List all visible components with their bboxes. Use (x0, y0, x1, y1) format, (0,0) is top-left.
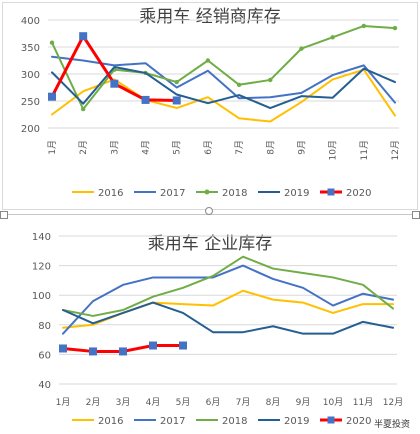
data-point-2020 (179, 341, 187, 350)
data-point-2020 (110, 79, 119, 88)
y-tick-label: 120 (32, 262, 51, 273)
legend-label-2016: 2016 (98, 416, 123, 427)
enterprise-inventory-chart: 乘用车 企业库存 40 60 80 100 120 140 1月 2月 3月 4月 5月 6月 7月 8月 9… (32, 232, 403, 427)
data-point-2020 (172, 96, 181, 105)
data-point-2018 (174, 79, 179, 85)
data-point-2018 (392, 25, 398, 31)
legend-label-2016: 2016 (98, 188, 123, 199)
resize-handle-left[interactable] (0, 211, 8, 219)
legend-label-2018: 2018 (222, 416, 247, 427)
data-point-2020 (48, 92, 56, 101)
x-tick-label: 6月 (203, 140, 214, 155)
chart-panel-dealer-inventory: 乘用车 经销商库存 200 250 300 350 400 1月 2月 3月 4月 5月 6月 7月 8月… (0, 0, 420, 212)
x-tick-label: 2月 (86, 397, 101, 408)
x-tick-label: 5月 (172, 140, 183, 155)
legend-marker-2020 (327, 188, 335, 196)
data-point-2018 (268, 77, 273, 83)
data-point-2020 (119, 347, 127, 356)
legend-label-2018: 2018 (222, 188, 247, 199)
resize-handle-right[interactable] (412, 211, 420, 219)
x-tick-label: 3月 (116, 397, 131, 408)
x-tick-label: 8月 (266, 397, 281, 408)
y-tick-label: 300 (21, 70, 40, 81)
x-tick-label: 7月 (234, 140, 245, 155)
legend-label-2020: 2020 (346, 188, 371, 199)
y-tick-label: 400 (21, 16, 40, 27)
x-tick-label: 10月 (323, 397, 343, 408)
chart-title: 乘用车 企业库存 (148, 234, 272, 254)
x-tick-label: 12月 (390, 140, 401, 160)
y-tick-label: 200 (21, 124, 40, 135)
data-point-2018 (299, 46, 304, 51)
x-tick-label: 1月 (56, 397, 71, 408)
series-line-2016 (62, 289, 394, 329)
x-tick-label: 4月 (146, 397, 161, 408)
x-tick-label: 11月 (353, 397, 373, 408)
x-tick-label: 4月 (141, 140, 152, 155)
data-point-2020 (149, 341, 157, 350)
legend-marker-2018 (204, 189, 210, 195)
y-tick-label: 100 (32, 291, 51, 302)
x-tick-label: 7月 (236, 397, 251, 408)
legend-label-2019: 2019 (284, 188, 309, 199)
x-tick-label: 9月 (296, 140, 307, 155)
x-tick-label: 3月 (109, 140, 120, 155)
series-line-2017 (62, 264, 394, 335)
x-tick-label: 8月 (265, 140, 276, 155)
chart-panel-enterprise-inventory: 乘用车 企业库存 40 60 80 100 120 140 1月 2月 3月 4月 5月 6月 7月 8月 9… (0, 214, 420, 434)
y-tick-label: 250 (21, 97, 40, 108)
data-point-2018 (330, 35, 335, 40)
x-tick-label: 2月 (78, 140, 89, 155)
legend-label-2017: 2017 (160, 188, 185, 199)
x-tick-label: 11月 (359, 140, 370, 160)
x-tick-label: 10月 (328, 140, 339, 160)
legend-label-2020: 2020 (346, 416, 371, 427)
series-line-2018 (62, 255, 394, 317)
data-point-2018 (236, 82, 242, 88)
y-tick-label: 140 (32, 232, 51, 243)
watermark-text: 半夏投资 (373, 420, 410, 430)
data-point-2018 (49, 40, 55, 45)
series-line-2019 (62, 301, 394, 335)
chart-title: 乘用车 经销商库存 (139, 7, 280, 27)
data-point-2020 (59, 344, 67, 353)
y-tick-label: 60 (38, 350, 51, 361)
x-tick-label: 1月 (47, 140, 58, 155)
dealer-inventory-chart: 乘用车 经销商库存 200 250 300 350 400 1月 2月 3月 4月 5月 6月 7月 8月… (21, 7, 401, 199)
x-tick-label: 12月 (383, 397, 403, 408)
data-point-2020 (79, 32, 88, 41)
legend-label-2019: 2019 (284, 416, 309, 427)
data-point-2018 (80, 106, 86, 112)
data-point-2020 (141, 95, 150, 104)
x-tick-label: 9月 (296, 397, 311, 408)
series-line-2016 (51, 68, 396, 123)
y-tick-label: 350 (21, 43, 40, 54)
x-tick-label: 6月 (206, 397, 221, 408)
legend-marker-2020 (327, 416, 335, 424)
y-tick-label: 40 (38, 380, 51, 391)
y-tick-label: 80 (38, 321, 51, 332)
x-tick-label: 5月 (176, 397, 191, 408)
data-point-2018 (361, 23, 367, 29)
data-point-2020 (89, 347, 97, 356)
data-point-2018 (205, 58, 211, 63)
legend-label-2017: 2017 (160, 416, 185, 427)
resize-handle-top[interactable] (205, 207, 213, 215)
series-line-2017 (51, 55, 396, 104)
